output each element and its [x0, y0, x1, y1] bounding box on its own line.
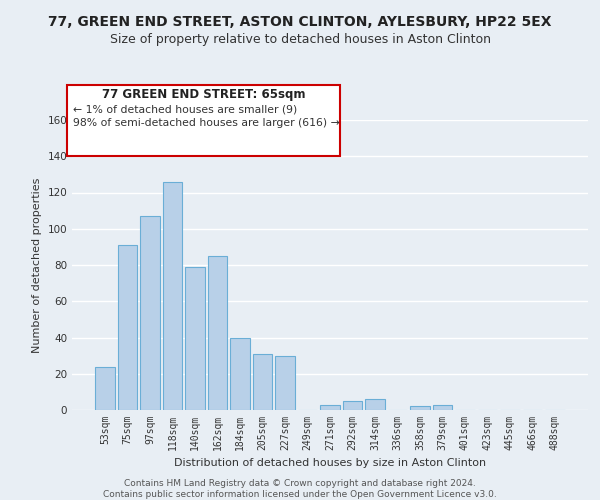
- Bar: [253, 354, 272, 410]
- Text: 77, GREEN END STREET, ASTON CLINTON, AYLESBURY, HP22 5EX: 77, GREEN END STREET, ASTON CLINTON, AYL…: [48, 15, 552, 29]
- Bar: [275, 356, 295, 410]
- Bar: [433, 404, 452, 410]
- Bar: [320, 404, 340, 410]
- Bar: [343, 401, 362, 410]
- Bar: [95, 366, 115, 410]
- Bar: [140, 216, 160, 410]
- Text: Contains public sector information licensed under the Open Government Licence v3: Contains public sector information licen…: [103, 490, 497, 499]
- X-axis label: Distribution of detached houses by size in Aston Clinton: Distribution of detached houses by size …: [174, 458, 486, 468]
- Bar: [118, 245, 137, 410]
- Text: 98% of semi-detached houses are larger (616) →: 98% of semi-detached houses are larger (…: [73, 118, 340, 128]
- Bar: [410, 406, 430, 410]
- Bar: [230, 338, 250, 410]
- Bar: [185, 267, 205, 410]
- Bar: [208, 256, 227, 410]
- Bar: [163, 182, 182, 410]
- Text: 77 GREEN END STREET: 65sqm: 77 GREEN END STREET: 65sqm: [102, 88, 305, 101]
- Text: Contains HM Land Registry data © Crown copyright and database right 2024.: Contains HM Land Registry data © Crown c…: [124, 478, 476, 488]
- Bar: [365, 399, 385, 410]
- Text: ← 1% of detached houses are smaller (9): ← 1% of detached houses are smaller (9): [73, 104, 297, 114]
- Text: Size of property relative to detached houses in Aston Clinton: Size of property relative to detached ho…: [110, 32, 491, 46]
- Y-axis label: Number of detached properties: Number of detached properties: [32, 178, 42, 352]
